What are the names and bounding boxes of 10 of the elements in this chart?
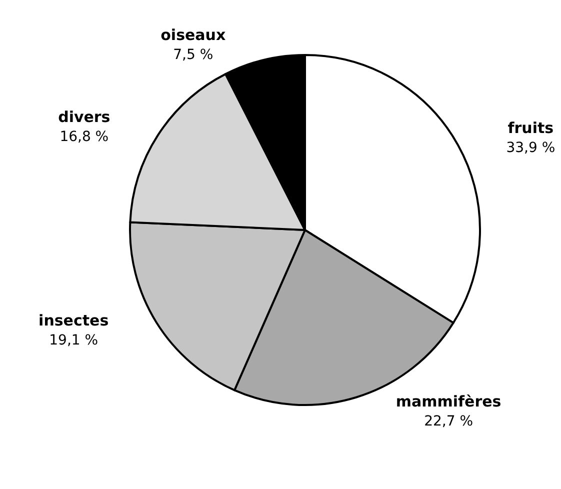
data-label: 19,1 % — [49, 332, 98, 348]
data-label: 16,8 % — [60, 129, 109, 146]
slice-label: fruits — [508, 118, 554, 137]
slice-label: mammifères — [396, 392, 502, 411]
data-label: 7,5 % — [173, 47, 214, 64]
slice-label: oiseaux — [160, 26, 226, 44]
data-label: 22,7 % — [424, 414, 474, 430]
data-label: 33,9 % — [506, 140, 556, 156]
slice-label: divers — [58, 108, 110, 126]
slice-label: insectes — [38, 311, 109, 330]
